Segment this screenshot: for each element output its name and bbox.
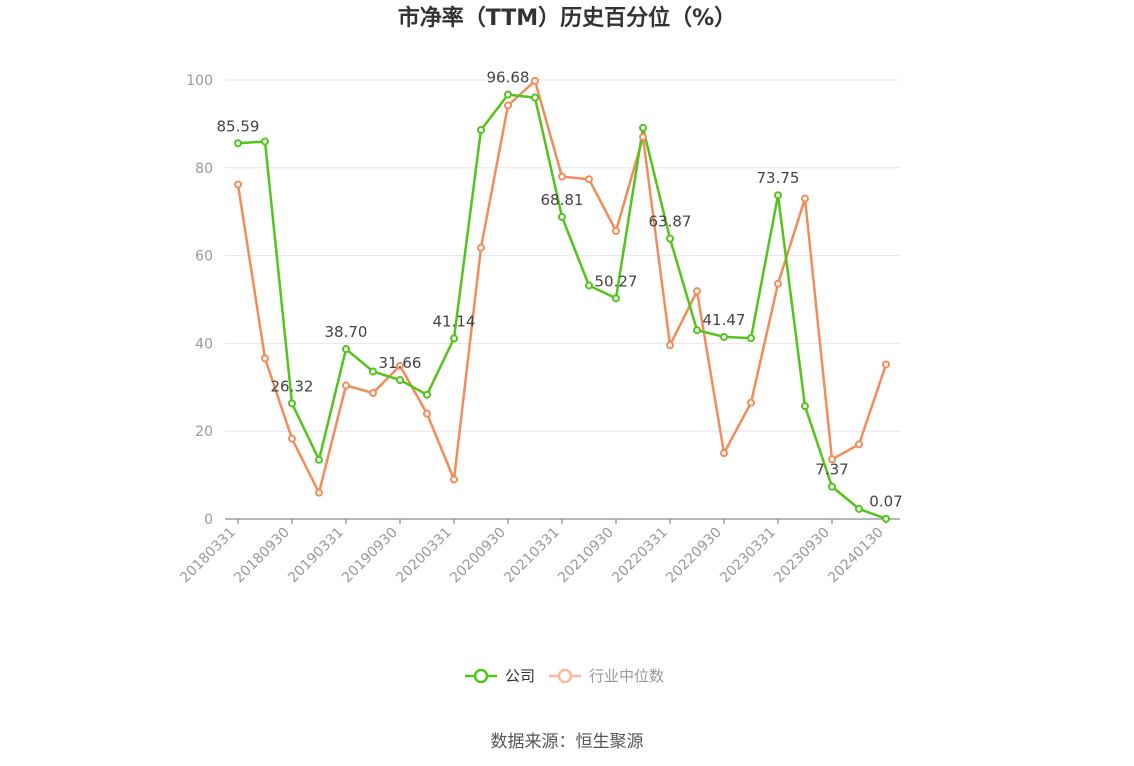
data-point[interactable] <box>234 139 242 148</box>
x-tick-label: 20230331 <box>717 525 779 587</box>
x-tick-label: 20240130 <box>825 525 887 587</box>
data-point[interactable] <box>639 133 647 142</box>
y-tick-label: 60 <box>195 249 213 265</box>
data-point[interactable] <box>477 243 485 252</box>
y-tick-label: 80 <box>195 161 213 177</box>
x-tick-label: 20200331 <box>393 525 455 587</box>
series-points <box>234 76 890 523</box>
legend-label: 行业中位数 <box>589 667 664 685</box>
legend-item-1[interactable]: 行业中位数 <box>549 667 664 685</box>
data-label: 50.27 <box>595 272 638 290</box>
data-point[interactable] <box>666 234 674 243</box>
data-point[interactable] <box>828 455 836 464</box>
y-tick-label: 0 <box>204 512 213 528</box>
data-point[interactable] <box>315 488 323 497</box>
chart-title: 市净率（TTM）历史百分位（%） <box>398 5 736 31</box>
legend-marker <box>557 668 573 684</box>
x-tick-label: 20180331 <box>177 525 239 587</box>
legend-item-0[interactable]: 公司 <box>465 667 535 685</box>
grid-lines <box>225 79 900 432</box>
data-point[interactable] <box>342 345 350 354</box>
x-tick-label: 20200930 <box>447 525 509 587</box>
data-point[interactable] <box>612 227 620 236</box>
data-point[interactable] <box>477 126 485 135</box>
data-point[interactable] <box>396 376 404 385</box>
x-tick-label: 20190930 <box>339 525 401 587</box>
y-tick-label: 100 <box>186 73 213 89</box>
series-lines <box>236 79 888 520</box>
data-label: 68.81 <box>541 191 584 209</box>
legend-marker <box>473 668 489 684</box>
data-point[interactable] <box>747 398 755 407</box>
series-line-0 <box>237 93 887 520</box>
data-point[interactable] <box>639 123 647 132</box>
data-point[interactable] <box>720 332 728 341</box>
data-point[interactable] <box>504 90 512 99</box>
data-label: 41.14 <box>433 312 476 330</box>
source-note: 数据来源：恒生聚源 <box>491 732 644 752</box>
data-point[interactable] <box>585 175 593 184</box>
data-label: 0.07 <box>869 493 902 511</box>
data-point[interactable] <box>234 180 242 189</box>
y-tick-label: 20 <box>195 424 213 440</box>
data-label: 7.37 <box>815 461 848 479</box>
data-point[interactable] <box>450 334 458 343</box>
data-point[interactable] <box>423 390 431 399</box>
x-tick-label: 20210930 <box>555 525 617 587</box>
data-point[interactable] <box>774 279 782 288</box>
data-point[interactable] <box>558 172 566 181</box>
data-point[interactable] <box>882 514 890 523</box>
data-label: 85.59 <box>217 117 260 135</box>
data-label: 63.87 <box>649 213 692 231</box>
data-point[interactable] <box>747 334 755 343</box>
data-point[interactable] <box>288 399 296 408</box>
data-point[interactable] <box>801 194 809 203</box>
data-point[interactable] <box>315 455 323 464</box>
data-label: 38.70 <box>325 323 368 341</box>
x-tick-label: 20220930 <box>663 525 725 587</box>
y-axis: 0 20 40 60 80 100 <box>186 73 213 528</box>
legend-label: 公司 <box>505 667 535 685</box>
data-label: 41.47 <box>703 311 746 329</box>
data-label: 73.75 <box>757 169 800 187</box>
x-tick-label: 20190331 <box>285 525 347 587</box>
data-point[interactable] <box>261 354 269 363</box>
y-tick-label: 40 <box>195 336 213 352</box>
x-tick-label: 20220331 <box>609 525 671 587</box>
data-point[interactable] <box>774 191 782 200</box>
data-point[interactable] <box>342 381 350 390</box>
data-point[interactable] <box>423 409 431 418</box>
x-tick-label: 20230930 <box>771 525 833 587</box>
data-point[interactable] <box>693 326 701 335</box>
x-tick-label: 20180930 <box>231 525 293 587</box>
data-point[interactable] <box>558 212 566 221</box>
data-point[interactable] <box>720 449 728 458</box>
data-labels: 85.59 26.32 38.70 31.66 41.14 96.68 68.81 50.27… <box>217 69 903 511</box>
data-point[interactable] <box>504 101 512 110</box>
data-point[interactable] <box>666 341 674 350</box>
data-point[interactable] <box>261 137 269 146</box>
data-point[interactable] <box>855 504 863 513</box>
data-point[interactable] <box>801 402 809 411</box>
data-point[interactable] <box>828 482 836 491</box>
data-point[interactable] <box>882 360 890 369</box>
data-label: 96.68 <box>487 69 530 87</box>
data-point[interactable] <box>693 287 701 296</box>
x-axis: 2018033120180930201903312019093020200331… <box>177 518 900 587</box>
data-point[interactable] <box>612 294 620 303</box>
legend: 公司 行业中位数 <box>465 667 664 685</box>
data-point[interactable] <box>450 475 458 484</box>
data-label: 31.66 <box>379 354 422 372</box>
data-point[interactable] <box>396 361 404 370</box>
x-tick-label: 20210331 <box>501 525 563 587</box>
data-point[interactable] <box>369 367 377 376</box>
data-point[interactable] <box>585 281 593 290</box>
data-point[interactable] <box>531 93 539 102</box>
data-point[interactable] <box>288 434 296 443</box>
data-label: 26.32 <box>271 377 314 395</box>
data-point[interactable] <box>369 389 377 398</box>
data-point[interactable] <box>855 440 863 449</box>
data-point[interactable] <box>531 76 539 85</box>
